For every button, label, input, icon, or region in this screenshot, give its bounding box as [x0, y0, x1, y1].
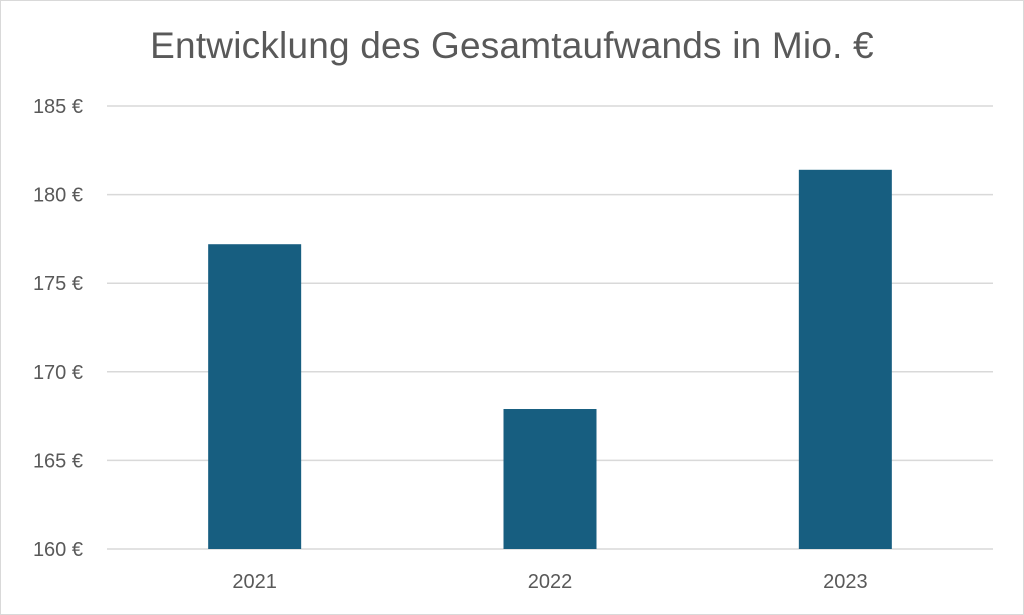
y-tick-label: 175 €: [33, 273, 83, 295]
y-tick-label: 170 €: [33, 362, 83, 384]
x-tick-label: 2022: [528, 571, 573, 593]
y-tick-label: 185 €: [33, 96, 83, 118]
x-axis-ticks: 2021 2022 2023: [232, 571, 867, 593]
y-tick-label: 180 €: [33, 185, 83, 207]
bar-2022: [503, 409, 597, 549]
x-tick-label: 2021: [232, 571, 277, 593]
bar-2023: [798, 169, 892, 550]
y-tick-label: 160 €: [33, 539, 83, 561]
y-axis-ticks: 160 € 165 € 170 € 175 € 180 € 185 €: [33, 96, 83, 561]
y-tick-label: 165 €: [33, 450, 83, 472]
bars: [208, 169, 892, 550]
bar-2021: [208, 244, 302, 549]
chart-title: Entwicklung des Gesamtaufwands in Mio. €: [150, 25, 874, 66]
x-tick-label: 2023: [823, 571, 868, 593]
